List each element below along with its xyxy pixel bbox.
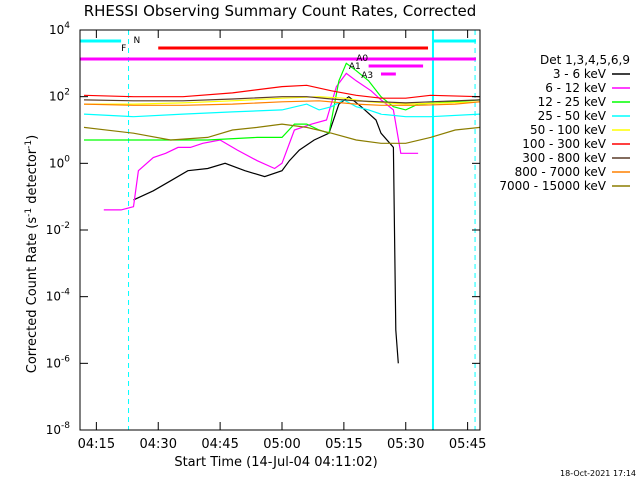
timestamp: 18-Oct-2021 17:14	[560, 469, 636, 478]
y-tick-label-3: 10-2	[46, 221, 70, 237]
y-tick-label-2: 10-4	[46, 288, 71, 304]
flag-label-0: N	[133, 36, 140, 46]
series-line-1	[103, 72, 419, 211]
x-tick-label-5: 05:30	[387, 437, 424, 452]
legend-label-7: 800 - 7000 keV	[515, 165, 607, 179]
legend-label-4: 50 - 100 keV	[530, 123, 607, 137]
flag-label-3: A1	[349, 62, 361, 72]
x-tick-label-3: 05:00	[263, 437, 300, 452]
plot-area	[79, 29, 481, 431]
x-tick-label-6: 05:45	[449, 437, 486, 452]
series-line-7	[83, 100, 481, 106]
y-tick-label-6: 104	[49, 21, 70, 37]
series-line-5	[83, 84, 481, 99]
y-axis-label-sup1: -1	[24, 208, 34, 217]
x-tick-label-2: 04:45	[201, 437, 238, 452]
x-axis-label: Start Time (14-Jul-04 04:11:02)	[174, 455, 377, 470]
x-axis: 04:15 04:30 04:45 05:00 05:15 05:30 05:45	[78, 30, 486, 452]
y-axis: 10-8 10-6 10-4 10-2 100 102 104	[46, 21, 480, 437]
y-axis-label: Corrected Count Rate (s-1 detector-1)	[24, 135, 40, 373]
flag-label-1: F	[121, 44, 126, 54]
series-line-2	[84, 62, 481, 141]
flag-label-2: A0	[356, 54, 368, 64]
y-tick-label-0: 10-8	[46, 421, 71, 437]
legend-label-2: 12 - 25 keV	[538, 95, 607, 109]
legend-label-6: 300 - 800 keV	[522, 151, 606, 165]
y-axis-label-mid: detector	[25, 148, 40, 208]
legend-title: Det 1,3,4,5,6,9	[540, 53, 630, 67]
series-line-6	[83, 96, 481, 104]
chart-title: RHESSI Observing Summary Count Rates, Co…	[84, 2, 477, 20]
y-tick-label-1: 10-6	[46, 354, 71, 370]
series-line-0	[133, 95, 399, 364]
x-tick-label-0: 04:15	[78, 437, 115, 452]
legend-label-8: 7000 - 15000 keV	[499, 179, 606, 193]
y-tick-label-4: 100	[49, 154, 70, 170]
series-line-8	[83, 123, 481, 144]
flag-label-4: A3	[361, 71, 373, 81]
y-axis-label-end: )	[25, 135, 40, 140]
legend-label-5: 100 - 300 keV	[522, 137, 606, 151]
y-tick-label-5: 102	[49, 88, 70, 104]
series-line-3	[83, 99, 481, 118]
x-tick-label-1: 04:30	[140, 437, 177, 452]
legend-label-0: 3 - 6 keV	[553, 67, 607, 81]
y-axis-label-main: Corrected Count Rate (s	[25, 217, 40, 374]
y-axis-label-sup2: -1	[24, 140, 34, 149]
series-line-4	[84, 96, 481, 105]
plot-frame	[79, 29, 481, 431]
legend-label-1: 6 - 12 keV	[545, 81, 607, 95]
x-tick-label-4: 05:15	[325, 437, 362, 452]
legend-label-3: 25 - 50 keV	[538, 109, 607, 123]
